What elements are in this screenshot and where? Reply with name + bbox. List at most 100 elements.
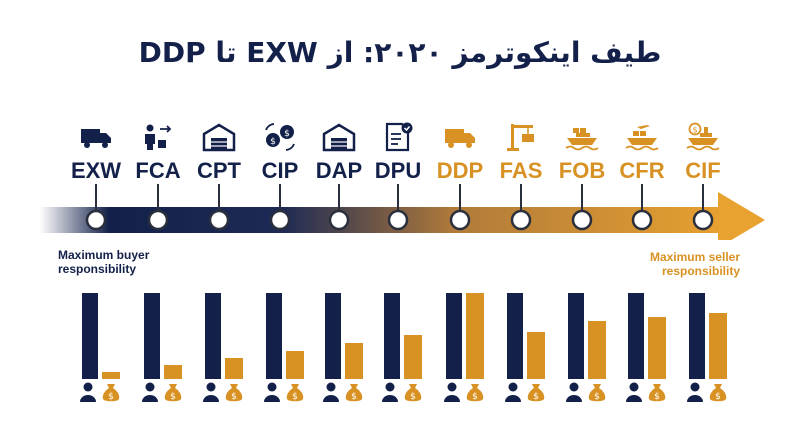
node-cip bbox=[269, 209, 291, 231]
arrow-head bbox=[718, 192, 765, 240]
label-max-buyer: Maximum buyer responsibility bbox=[58, 248, 150, 276]
svg-text:$: $ bbox=[351, 392, 357, 402]
node-fca bbox=[147, 209, 169, 231]
crane-icon bbox=[504, 122, 538, 152]
bar-buyer-ddp bbox=[446, 293, 462, 379]
svg-text:$: $ bbox=[170, 392, 176, 402]
term-code-fas: FAS bbox=[499, 158, 543, 183]
person-icon bbox=[262, 381, 282, 403]
bar-seller-cpt bbox=[225, 357, 243, 379]
currency-exchange-icon: $ $ bbox=[263, 122, 297, 152]
bar-buyer-fob bbox=[568, 293, 584, 379]
label-max-seller: Maximum seller responsibility bbox=[649, 250, 740, 278]
term-code-ddp: DDP bbox=[436, 158, 484, 183]
bar-buyer-exw bbox=[82, 293, 98, 379]
bar-buyer-cfr bbox=[628, 293, 644, 379]
bar-buyer-fca bbox=[144, 293, 160, 379]
svg-text:$: $ bbox=[231, 392, 237, 402]
bar-buyer-cpt bbox=[205, 293, 221, 379]
person-icon bbox=[201, 381, 221, 403]
bar-seller-ddp bbox=[466, 293, 484, 379]
money-bag-icon: $ bbox=[587, 381, 607, 403]
money-bag-icon: $ bbox=[344, 381, 364, 403]
term-code-exw: EXW bbox=[70, 158, 122, 183]
svg-text:$: $ bbox=[410, 392, 416, 402]
person-icon bbox=[685, 381, 705, 403]
bar-buyer-cip bbox=[266, 293, 282, 379]
term-code-cif: CIF bbox=[685, 158, 721, 183]
money-bag-icon: $ bbox=[403, 381, 423, 403]
bar-buyer-fas bbox=[507, 293, 523, 379]
svg-text:$: $ bbox=[270, 137, 276, 147]
ship-plane-icon bbox=[625, 122, 659, 152]
person-icon bbox=[78, 381, 98, 403]
money-bag-icon: $ bbox=[163, 381, 183, 403]
svg-text:$: $ bbox=[284, 129, 290, 139]
money-bag-icon: $ bbox=[285, 381, 305, 403]
bar-seller-cif bbox=[709, 312, 727, 379]
money-bag-icon: $ bbox=[647, 381, 667, 403]
bar-seller-dap bbox=[345, 342, 363, 379]
bar-seller-fca bbox=[164, 365, 182, 379]
money-bag-icon: $ bbox=[101, 381, 121, 403]
person-icon bbox=[503, 381, 523, 403]
page-title: طیف اینکوترمز ۲۰۲۰: از EXW تا DDP bbox=[138, 36, 662, 69]
ship-icon bbox=[565, 122, 599, 152]
person-icon bbox=[380, 381, 400, 403]
term-code-cpt: CPT bbox=[197, 158, 241, 183]
bar-seller-cfr bbox=[648, 317, 666, 379]
money-bag-icon: $ bbox=[526, 381, 546, 403]
svg-text:$: $ bbox=[533, 392, 539, 402]
term-code-fca: FCA bbox=[135, 158, 181, 183]
bar-seller-fas bbox=[527, 331, 545, 379]
document-check-icon bbox=[381, 122, 415, 152]
person-icon bbox=[321, 381, 341, 403]
svg-text:$: $ bbox=[715, 392, 721, 402]
bar-buyer-dpu bbox=[384, 293, 400, 379]
ship-money-icon: $ bbox=[686, 122, 720, 152]
term-code-fob: FOB bbox=[558, 158, 606, 183]
money-bag-icon: $ bbox=[224, 381, 244, 403]
bar-buyer-dap bbox=[325, 293, 341, 379]
svg-text:$: $ bbox=[292, 392, 298, 402]
svg-text:$: $ bbox=[692, 126, 697, 135]
money-bag-icon: $ bbox=[465, 381, 485, 403]
bar-seller-exw bbox=[102, 372, 120, 379]
term-code-dpu: DPU bbox=[374, 158, 422, 183]
svg-text:$: $ bbox=[108, 392, 114, 402]
bar-seller-cip bbox=[286, 350, 304, 379]
bar-seller-dpu bbox=[404, 335, 422, 379]
warehouse-icon bbox=[322, 122, 356, 152]
node-fas bbox=[510, 209, 532, 231]
node-dap bbox=[328, 209, 350, 231]
truck-icon bbox=[443, 122, 477, 152]
person-icon bbox=[624, 381, 644, 403]
warehouse-icon bbox=[202, 122, 236, 152]
person-icon bbox=[564, 381, 584, 403]
node-exw bbox=[85, 209, 107, 231]
node-cif bbox=[692, 209, 714, 231]
person-icon bbox=[140, 381, 160, 403]
bar-buyer-cif bbox=[689, 293, 705, 379]
node-cpt bbox=[208, 209, 230, 231]
node-ddp bbox=[449, 209, 471, 231]
worker-handover-icon bbox=[141, 122, 175, 152]
node-dpu bbox=[387, 209, 409, 231]
node-cfr bbox=[631, 209, 653, 231]
svg-text:$: $ bbox=[654, 392, 660, 402]
spectrum-arrow bbox=[40, 184, 765, 240]
term-code-dap: DAP bbox=[315, 158, 363, 183]
term-code-cip: CIP bbox=[261, 158, 299, 183]
bar-seller-fob bbox=[588, 321, 606, 379]
truck-icon bbox=[79, 122, 113, 152]
person-icon bbox=[442, 381, 462, 403]
svg-text:$: $ bbox=[472, 392, 478, 402]
term-code-cfr: CFR bbox=[619, 158, 665, 183]
money-bag-icon: $ bbox=[708, 381, 728, 403]
node-fob bbox=[571, 209, 593, 231]
svg-text:$: $ bbox=[594, 392, 600, 402]
